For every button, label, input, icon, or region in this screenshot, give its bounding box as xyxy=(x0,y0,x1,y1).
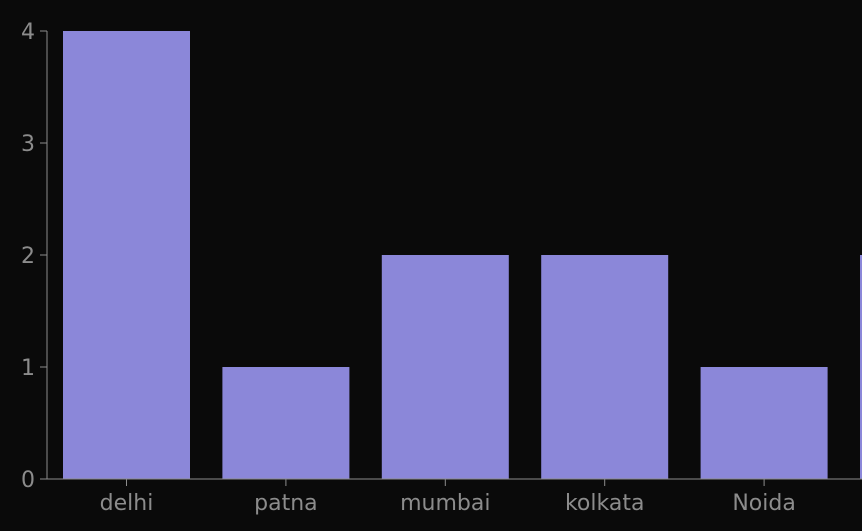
x-tick-label-noida: Noida xyxy=(732,491,795,516)
bar-mumbai xyxy=(381,255,509,479)
y-axis: 0 1 2 3 4 xyxy=(21,20,48,493)
bar-delhi xyxy=(63,31,190,479)
y-tick-label: 1 xyxy=(21,356,35,381)
x-tick-label-patna: patna xyxy=(254,491,318,516)
bar-item-5 xyxy=(860,255,862,479)
x-tick-label-kolkata: kolkata xyxy=(565,491,644,516)
y-tick-label: 2 xyxy=(21,244,35,269)
bars-group xyxy=(63,31,862,479)
x-tick-label-mumbai: mumbai xyxy=(400,491,490,516)
bar-kolkata xyxy=(541,255,669,479)
bar-patna xyxy=(222,367,350,479)
y-tick-label: 0 xyxy=(21,468,35,493)
x-axis: delhi patna mumbai kolkata Noida xyxy=(47,478,862,516)
y-tick-label: 4 xyxy=(21,20,35,45)
x-tick-label-delhi: delhi xyxy=(100,491,154,516)
bar-Noida xyxy=(700,367,828,479)
y-tick-label: 3 xyxy=(21,132,35,157)
